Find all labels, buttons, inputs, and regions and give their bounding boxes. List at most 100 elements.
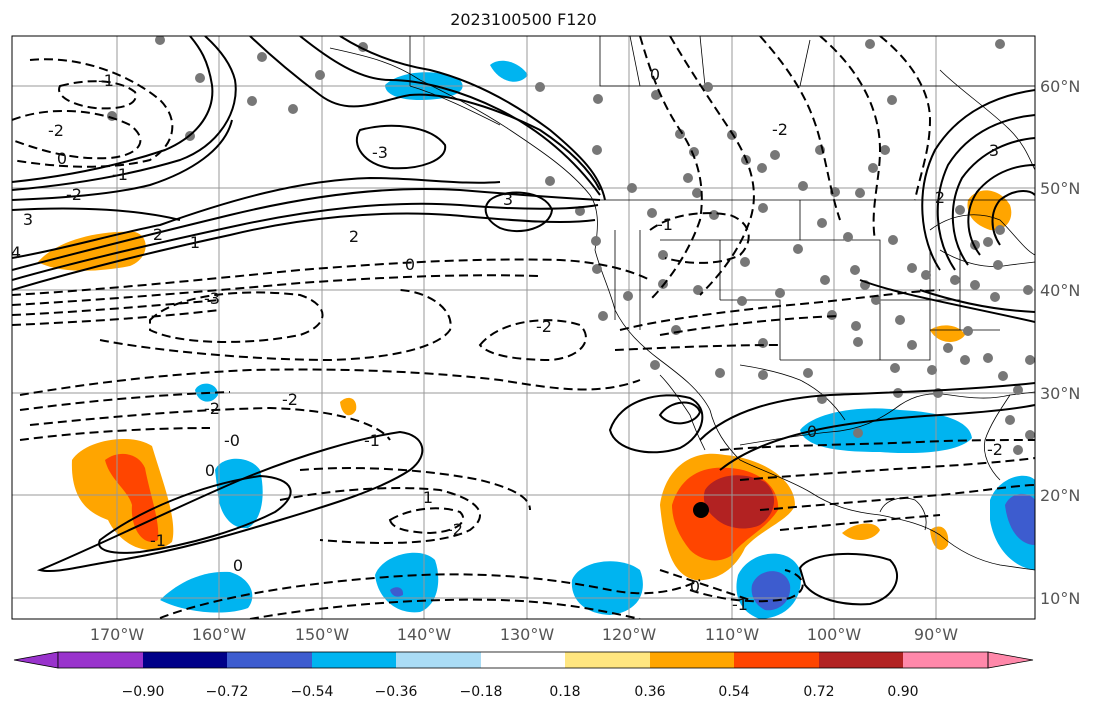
figure-title: 2023100500 F120 <box>450 10 597 29</box>
negative-anomaly-region <box>490 60 528 82</box>
colorbar-under-triangle <box>13 651 59 669</box>
positive-anomaly-region <box>930 325 965 342</box>
contour-label: -2 <box>987 440 1003 459</box>
colorbar-tick-label: −0.36 <box>375 684 418 700</box>
colorbar-ticks: −0.90 −0.72 −0.54 −0.36 −0.18 0.18 0.36 … <box>122 684 919 700</box>
contour-label: -3 <box>372 143 388 162</box>
positive-anomaly-region <box>930 526 949 550</box>
contour-label: 4 <box>11 243 21 262</box>
contour-label: 0 <box>690 577 700 596</box>
contours-negative <box>12 36 1035 619</box>
map-plot-area: -1 -2 0 -1 -2 3 -3 2 0 3 2 1 -3 -2 -2 -2… <box>11 36 1035 619</box>
lon-tick-label: 160°W <box>192 625 247 644</box>
contour-label: 2 <box>935 188 945 207</box>
colorbar-over-triangle <box>987 651 1034 669</box>
contour-label: 0 <box>205 461 215 480</box>
contour-label: 2 <box>153 225 163 244</box>
positive-anomaly-region <box>703 475 775 529</box>
lat-tick-label: 50°N <box>1040 179 1080 198</box>
contour-label: 2 <box>349 227 359 246</box>
lon-tick-label: 100°W <box>807 625 862 644</box>
negative-anomaly-region <box>1005 493 1035 545</box>
colorbar-bin <box>481 652 565 668</box>
colorbar-tick-label: −0.18 <box>460 684 503 700</box>
contour-label: 0 <box>650 65 660 84</box>
lat-tick-label: 40°N <box>1040 281 1080 300</box>
contour-label: 0 <box>233 556 243 575</box>
contour-label: 3 <box>989 141 999 160</box>
colorbar-bin <box>903 652 988 668</box>
storm-center-marker <box>693 502 709 518</box>
contour-label: -2 <box>536 317 552 336</box>
contour-label: -1 <box>732 595 748 614</box>
colorbar-tick-label: 0.18 <box>549 684 580 700</box>
contour-label: -1 <box>364 431 380 450</box>
positive-anomaly-region <box>105 453 159 542</box>
colorbar-bin <box>396 652 481 668</box>
latitude-axis: 60°N 50°N 40°N 30°N 20°N 10°N <box>1040 77 1080 608</box>
colorbar-bin <box>227 652 312 668</box>
negative-anomaly-region <box>375 552 439 613</box>
longitude-axis: 170°W 160°W 150°W 140°W 130°W 120°W 110°… <box>90 625 958 644</box>
colorbar-tick-label: 0.54 <box>718 684 749 700</box>
contour-label: 3 <box>23 210 33 229</box>
contour-label: -2 <box>282 390 298 409</box>
negative-anomaly-region <box>571 561 643 615</box>
positive-anomaly-region <box>842 523 880 541</box>
contour-label: -3 <box>204 289 220 308</box>
colorbar-bins <box>58 652 988 668</box>
colorbar-tick-label: −0.90 <box>122 684 165 700</box>
negative-anomaly-region <box>800 408 972 454</box>
contour-label: -1 <box>150 531 166 550</box>
lon-tick-label: 120°W <box>602 625 657 644</box>
lon-tick-label: 150°W <box>295 625 350 644</box>
lat-tick-label: 60°N <box>1040 77 1080 96</box>
contour-label: -1 <box>98 71 114 90</box>
contour-label: 0 <box>57 149 67 168</box>
negative-anomaly-region <box>160 571 253 613</box>
colorbar-frame <box>57 651 989 669</box>
colorbar-bin <box>565 652 650 668</box>
lon-tick-label: 130°W <box>500 625 555 644</box>
station-dots <box>107 36 1035 455</box>
colorbar-tick-label: 0.72 <box>803 684 834 700</box>
contour-label: -2 <box>772 120 788 139</box>
contour-label: -2 <box>66 185 82 204</box>
colorbar-tick-label: 0.36 <box>634 684 665 700</box>
contours-positive <box>12 36 1035 606</box>
lon-tick-label: 110°W <box>705 625 760 644</box>
contour-label: -1 <box>112 165 128 184</box>
contour-label: 1 <box>190 233 200 252</box>
colorbar-tick-label: −0.54 <box>291 684 334 700</box>
contour-label: -2 <box>447 520 463 539</box>
colorbar-bin <box>58 652 143 668</box>
contour-label: -2 <box>48 121 64 140</box>
colorbar-bin <box>312 652 396 668</box>
contour-label: -1 <box>657 215 673 234</box>
contour-label: 0 <box>807 422 817 441</box>
plot-frame <box>11 35 1036 620</box>
contour-label: -2 <box>204 399 220 418</box>
lat-tick-label: 20°N <box>1040 486 1080 505</box>
colorbar-tick-label: −0.72 <box>206 684 249 700</box>
contour-label: -0 <box>224 431 240 450</box>
contour-label: 3 <box>503 190 513 209</box>
positive-anomaly-region <box>340 397 357 416</box>
contour-labels: -1 -2 0 -1 -2 3 -3 2 0 3 2 1 -3 -2 -2 -2… <box>11 65 1003 614</box>
colorbar-bin <box>650 652 734 668</box>
lon-tick-label: 170°W <box>90 625 145 644</box>
lon-tick-label: 140°W <box>397 625 452 644</box>
lon-tick-label: 90°W <box>914 625 958 644</box>
coastlines-borders <box>329 36 1035 571</box>
contour-label: 0 <box>405 255 415 274</box>
colorbar-bin <box>734 652 819 668</box>
colorbar-bin <box>143 652 227 668</box>
lat-tick-label: 30°N <box>1040 384 1080 403</box>
negative-anomaly-region <box>390 587 404 597</box>
colorbar-tick-label: 0.90 <box>887 684 918 700</box>
contour-label: 1 <box>423 488 433 507</box>
colorbar-bin <box>819 652 903 668</box>
colorbar: −0.90 −0.72 −0.54 −0.36 −0.18 0.18 0.36 … <box>13 651 1034 700</box>
lat-tick-label: 10°N <box>1040 589 1080 608</box>
